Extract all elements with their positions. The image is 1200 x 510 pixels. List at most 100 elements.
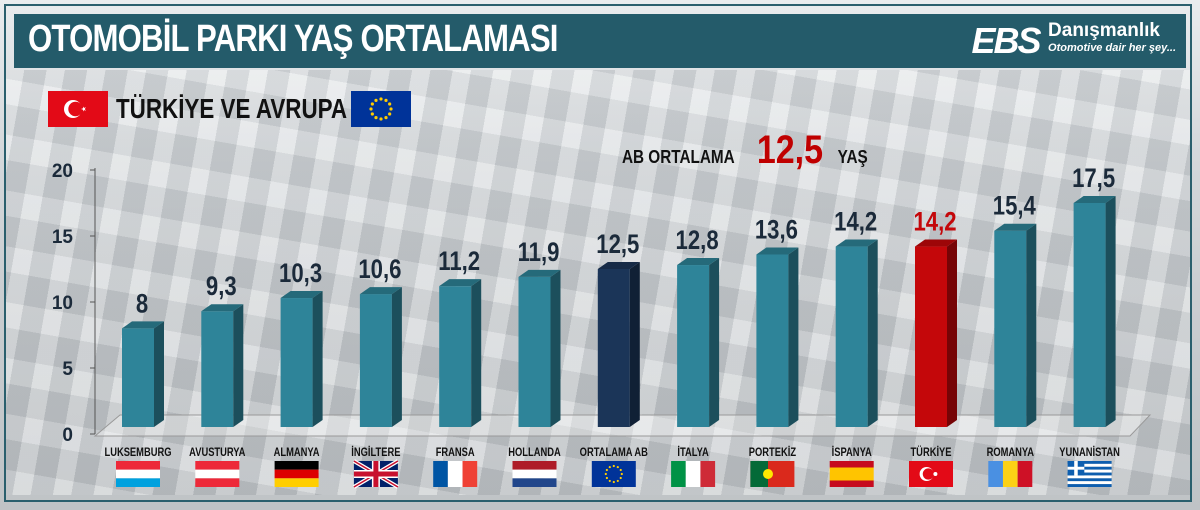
category-label: HOLLANDA (508, 446, 561, 459)
eu-flag-icon (591, 461, 636, 487)
bar-side (391, 287, 402, 427)
spain-flag-icon (829, 461, 874, 487)
bar-yunani̇stan (1073, 196, 1116, 427)
bar-front (518, 276, 551, 427)
subtitle-row: TÜRKİYE VE AVRUPA (48, 91, 411, 127)
category-label: AVUSTURYA (189, 446, 245, 459)
germany-flag-icon (274, 461, 319, 487)
bar-side (471, 279, 482, 427)
bar-front (915, 246, 947, 427)
uk-flag-icon (352, 459, 399, 489)
bar-top (835, 239, 878, 247)
greece-flag-icon (1067, 461, 1112, 487)
portugal-flag-icon (750, 461, 795, 487)
bar-top (597, 262, 640, 269)
bar-porteki̇z (756, 247, 799, 427)
annotation-value: 12,5 (756, 128, 823, 172)
bar-top (201, 304, 244, 312)
bar-side (312, 291, 323, 427)
y-tick-label: 10 (52, 293, 73, 314)
france-flag-icon (433, 461, 478, 487)
frame (4, 4, 1192, 502)
bar-top (1073, 196, 1116, 203)
y-tick-label: 0 (62, 425, 73, 446)
bar-side (629, 262, 640, 427)
turkey-flag-icon (48, 91, 108, 127)
turkey-flag-icon (909, 461, 953, 487)
bar-top (439, 279, 482, 287)
bar-almanya (280, 291, 323, 427)
category-label: TÜRKİYE (910, 445, 951, 459)
value-label: 8 (136, 289, 148, 319)
category-label: ORTALAMA AB (580, 446, 648, 459)
bar-front (201, 311, 234, 427)
bar-hollanda (518, 269, 561, 427)
value-label: 10,3 (279, 259, 322, 289)
bar-front (359, 294, 392, 427)
bar-ortalama-ab (597, 262, 640, 427)
bar-front (280, 298, 313, 427)
category-label: ROMANYA (987, 446, 1035, 459)
bar-front (122, 328, 154, 427)
annotation-prefix: AB ORTALAMA (621, 147, 735, 167)
logo-mark: EBS (971, 20, 1042, 61)
category-label: YUNANİSTAN (1059, 445, 1120, 459)
ebs-logo: EBS Danışmanlık Otomotive dair her şey..… (972, 20, 1176, 62)
title-bar: OTOMOBİL PARKI YAŞ ORTALAMASI EBS Danışm… (14, 14, 1186, 68)
austria-flag-icon (195, 461, 240, 487)
bar-top (518, 269, 561, 277)
bar-side (1105, 196, 1116, 427)
value-label: 12,8 (676, 226, 719, 256)
bar-side (947, 239, 957, 427)
bar-romanya (994, 223, 1037, 427)
logo-name: Danışmanlık (1048, 20, 1160, 41)
bar-side (233, 304, 244, 427)
bar-i̇talya (677, 258, 720, 427)
value-label: 14,2 (834, 208, 877, 238)
netherlands-flag-icon (512, 461, 557, 487)
romania-flag-icon (988, 461, 1033, 487)
bar-i̇spanya (835, 239, 878, 427)
bar-top (915, 239, 957, 247)
value-label: 12,5 (596, 230, 639, 260)
eu-flag-icon (351, 91, 411, 127)
bar-top (280, 291, 323, 299)
category-label: LUKSEMBURG (104, 446, 171, 459)
bar-top (359, 287, 402, 295)
value-label: 10,6 (358, 255, 401, 285)
luxembourg-flag-icon (116, 461, 160, 487)
value-label: 17,5 (1072, 164, 1115, 194)
eu-average-annotation: AB ORTALAMA 12,5 YAŞ (612, 128, 870, 173)
category-label: FRANSA (436, 446, 475, 459)
category-label: İSPANYA (832, 445, 872, 459)
category-label: PORTEKİZ (749, 445, 797, 459)
bar-side (1026, 223, 1037, 427)
bar-i̇ngi̇ltere (359, 287, 402, 427)
bar-front (597, 269, 630, 427)
bar-front (1073, 203, 1106, 427)
bar-türki̇ye (915, 239, 957, 427)
bar-front (677, 265, 710, 427)
bar-side (788, 247, 799, 427)
y-tick-label: 15 (52, 227, 74, 248)
value-label: 14,2 (913, 208, 956, 238)
value-label: 11,9 (518, 238, 560, 268)
logo-tagline: Otomotive dair her şey... (1048, 42, 1176, 54)
bar-fransa (439, 279, 482, 427)
y-tick-label: 20 (52, 161, 73, 182)
annotation-suffix: YAŞ (837, 147, 868, 167)
bar-top (122, 321, 164, 329)
bar-front (994, 230, 1027, 427)
y-tick-label: 5 (62, 359, 73, 380)
bar-side (550, 269, 561, 427)
bar-front (439, 286, 472, 427)
bar-side (867, 239, 878, 427)
category-label: ALMANYA (274, 446, 320, 459)
chart-title: OTOMOBİL PARKI YAŞ ORTALAMASI (28, 18, 558, 60)
bar-top (994, 223, 1037, 231)
bar-front (756, 254, 789, 427)
bar-front (835, 246, 868, 427)
bar-luksemburg (122, 321, 164, 427)
category-label: İNGİLTERE (351, 445, 400, 459)
